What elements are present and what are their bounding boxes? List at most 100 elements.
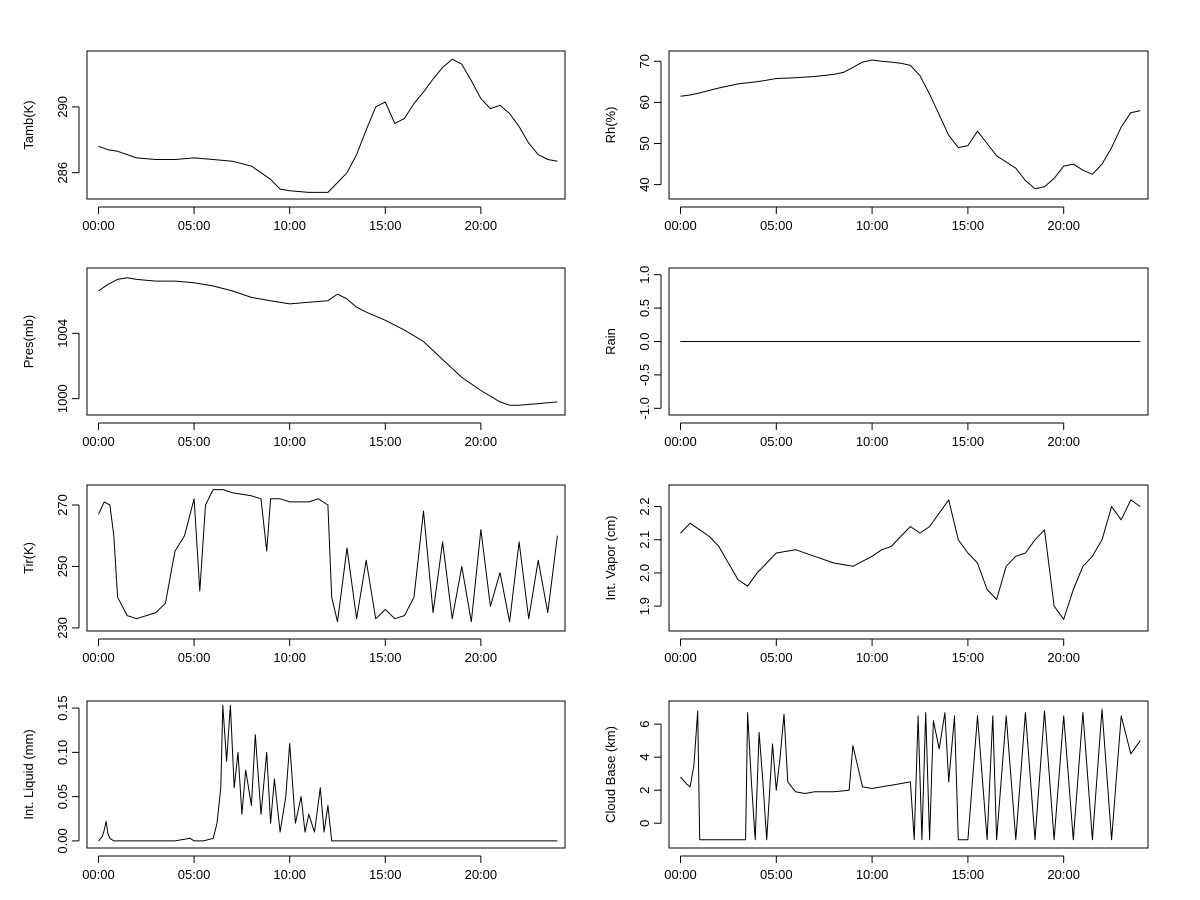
x-tick-label: 15:00 — [369, 218, 402, 233]
series-line — [98, 58, 558, 193]
x-tick-label: 10:00 — [273, 867, 306, 882]
y-tick-label: 0.10 — [55, 740, 70, 765]
y-tick-label: 2 — [637, 787, 652, 794]
x-tick-label: 10:00 — [273, 434, 306, 449]
y-tick-label: 2.1 — [637, 531, 652, 549]
plot-frame — [668, 267, 1149, 416]
y-tick-label: 2.0 — [637, 564, 652, 582]
chart-panel-7: 00:00 05:00 10:00 15:00 20:00 0.00 0.05 0.10 0.1… — [21, 695, 566, 882]
x-tick-label: 20:00 — [1047, 434, 1080, 449]
y-axis-title: Int. Vapor (cm) — [603, 515, 618, 600]
x-tick-label: 10:00 — [856, 218, 889, 233]
y-tick-label: 4 — [637, 754, 652, 761]
y-tick-label: 0.15 — [55, 695, 70, 720]
x-tick-label: 15:00 — [952, 867, 985, 882]
x-tick-label: 15:00 — [952, 650, 985, 665]
x-tick-label: 05:00 — [760, 650, 793, 665]
y-tick-label: 0.05 — [55, 784, 70, 809]
y-tick-label: 1.9 — [637, 597, 652, 615]
y-tick-label: 270 — [55, 494, 70, 516]
y-axis-title: Tir(K) — [21, 542, 36, 574]
plot-frame — [668, 484, 1149, 632]
x-tick-label: 15:00 — [369, 650, 402, 665]
plot-frame — [668, 50, 1149, 200]
plot-frame — [86, 50, 566, 200]
y-tick-label: 250 — [55, 556, 70, 578]
y-tick-label: 2.2 — [637, 498, 652, 516]
plot-frame — [86, 700, 566, 849]
x-tick-label: 00:00 — [82, 650, 115, 665]
y-tick-label: 60 — [637, 95, 652, 109]
x-tick-label: 00:00 — [82, 218, 115, 233]
x-tick-label: 05:00 — [760, 867, 793, 882]
chart-panel-8: 00:00 05:00 10:00 15:00 20:00 0 2 4 6 Cloud Base … — [603, 700, 1149, 882]
plot-frame — [86, 267, 566, 416]
plot-frame — [86, 484, 566, 632]
series-line — [680, 708, 1141, 841]
y-tick-label: -0.5 — [637, 364, 652, 386]
x-tick-label: 00:00 — [664, 867, 697, 882]
x-tick-label: 05:00 — [178, 867, 211, 882]
chart-panel-1: 00:00 05:00 10:00 15:00 20:00 286 290 Tamb(K) — [21, 50, 566, 233]
y-tick-label: -1.0 — [637, 397, 652, 419]
chart-panel-3: 00:00 05:00 10:00 15:00 20:00 1000 1004 Pres(mb… — [21, 267, 566, 449]
x-tick-label: 10:00 — [273, 218, 306, 233]
chart-panel-5: 00:00 05:00 10:00 15:00 20:00 230 250 270 Tir(K) — [21, 484, 566, 665]
y-tick-label: 70 — [637, 54, 652, 68]
y-tick-label: 0.5 — [637, 299, 652, 317]
y-tick-label: 230 — [55, 617, 70, 639]
x-tick-label: 05:00 — [760, 434, 793, 449]
x-tick-label: 20:00 — [465, 218, 498, 233]
series-line — [98, 277, 558, 406]
x-tick-label: 10:00 — [273, 650, 306, 665]
y-tick-label: 290 — [55, 96, 70, 118]
chart-panel-6: 00:00 05:00 10:00 15:00 20:00 1.9 2.0 2.1 2.2 Int… — [603, 484, 1149, 665]
x-tick-label: 00:00 — [664, 218, 697, 233]
y-tick-label: 0 — [637, 820, 652, 827]
series-line — [98, 704, 558, 842]
x-tick-label: 15:00 — [952, 434, 985, 449]
x-tick-label: 10:00 — [856, 434, 889, 449]
x-tick-label: 10:00 — [856, 650, 889, 665]
y-tick-label: 286 — [55, 162, 70, 184]
x-tick-label: 00:00 — [664, 434, 697, 449]
x-tick-label: 05:00 — [178, 218, 211, 233]
x-tick-label: 15:00 — [952, 218, 985, 233]
series-line — [680, 499, 1141, 620]
y-tick-label: 6 — [637, 721, 652, 728]
x-tick-label: 00:00 — [664, 650, 697, 665]
x-tick-label: 05:00 — [178, 434, 211, 449]
y-tick-label: 1000 — [55, 384, 70, 413]
x-tick-label: 20:00 — [1047, 218, 1080, 233]
y-axis-title: Cloud Base (km) — [603, 726, 618, 823]
y-axis-title: Pres(mb) — [21, 315, 36, 368]
x-tick-label: 20:00 — [465, 867, 498, 882]
series-line — [680, 59, 1141, 190]
y-tick-label: 1.0 — [637, 266, 652, 284]
y-axis-title: Int. Liquid (mm) — [21, 729, 36, 819]
x-tick-label: 20:00 — [465, 650, 498, 665]
x-tick-label: 05:00 — [178, 650, 211, 665]
x-tick-label: 10:00 — [856, 867, 889, 882]
x-tick-label: 20:00 — [465, 434, 498, 449]
x-tick-label: 20:00 — [1047, 867, 1080, 882]
plot-frame — [668, 700, 1149, 849]
y-tick-label: 40 — [637, 177, 652, 191]
y-axis-title: Tamb(K) — [21, 100, 36, 149]
chart-panel-2: 00:00 05:00 10:00 15:00 20:00 40 50 60 70 Rh(%) — [603, 50, 1149, 233]
x-tick-label: 00:00 — [82, 434, 115, 449]
x-tick-label: 15:00 — [369, 434, 402, 449]
y-tick-label: 50 — [637, 136, 652, 150]
y-tick-label: 1004 — [55, 319, 70, 348]
x-tick-label: 00:00 — [82, 867, 115, 882]
y-axis-title: Rain — [603, 328, 618, 355]
y-tick-label: 0.00 — [55, 828, 70, 853]
y-tick-label: 0.0 — [637, 332, 652, 350]
x-tick-label: 15:00 — [369, 867, 402, 882]
y-axis-title: Rh(%) — [603, 107, 618, 144]
chart-panel-4: 00:00 05:00 10:00 15:00 20:00 -1.0 -0.5 0.0 0.5 1… — [603, 266, 1149, 449]
x-tick-label: 05:00 — [760, 218, 793, 233]
series-line — [98, 489, 558, 623]
x-tick-label: 20:00 — [1047, 650, 1080, 665]
